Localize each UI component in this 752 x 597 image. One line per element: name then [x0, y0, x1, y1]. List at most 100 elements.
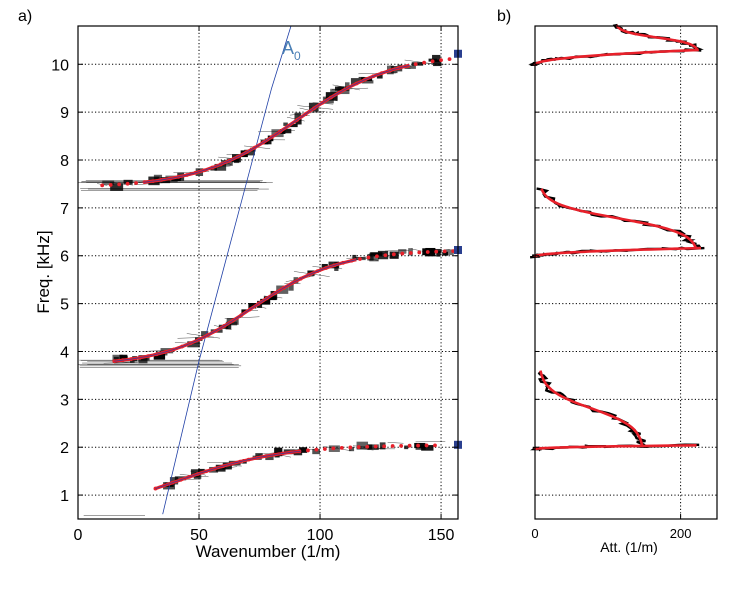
- chart-a-ticks: 0 50 100 150 1 2 3 4 5 6 7 8 9 10: [51, 26, 458, 544]
- y-tick-label: 10: [51, 57, 69, 74]
- measured-block: [187, 341, 200, 348]
- measured-block: [404, 445, 409, 450]
- chart-b-grid: [535, 26, 717, 519]
- y-tick-label: 2: [60, 440, 69, 457]
- measured-block: [214, 163, 227, 171]
- panel-a-label: a): [18, 8, 32, 25]
- measured-block: [294, 112, 302, 122]
- measured-streak: [332, 87, 369, 90]
- measured-streak: [224, 316, 260, 319]
- fit-point: [424, 443, 429, 448]
- x-tick-label: 150: [428, 527, 455, 544]
- fit-point: [383, 253, 388, 258]
- measured-block: [193, 473, 202, 479]
- measured-block: [255, 453, 263, 458]
- fit-point: [306, 448, 310, 453]
- x-tick-label: 0: [531, 526, 538, 541]
- measured-block: [201, 331, 209, 337]
- fit-point: [413, 62, 418, 67]
- fit-point: [322, 447, 327, 451]
- y-tick-label: 8: [60, 153, 69, 170]
- fit-point: [416, 443, 420, 448]
- measured-block: [376, 74, 383, 79]
- attenuation-fit: [540, 188, 698, 249]
- fit-point: [373, 444, 378, 449]
- measured-block: [356, 441, 369, 450]
- measured-block: [264, 138, 272, 145]
- fit-point: [407, 443, 412, 448]
- measured-streak: [263, 295, 283, 299]
- measured-block: [367, 444, 379, 451]
- measured-block: [244, 149, 255, 156]
- y-tick-label: 1: [60, 488, 69, 505]
- measured-streak: [248, 304, 267, 309]
- attenuation-fit: [539, 370, 644, 447]
- measured-streak: [323, 446, 352, 451]
- attenuation-fit: [615, 24, 699, 51]
- fit-point: [365, 444, 370, 449]
- measured-block: [404, 65, 416, 69]
- measured-block: [348, 446, 355, 452]
- measured-block: [283, 122, 288, 126]
- fit-point: [331, 446, 336, 451]
- measured-block: [153, 174, 163, 181]
- fit-point: [447, 57, 452, 62]
- measured-streak: [387, 442, 404, 444]
- chart-b-fit-curves: [533, 24, 702, 451]
- fit-point: [400, 251, 405, 256]
- measured-block: [330, 88, 342, 93]
- fit-point: [358, 257, 362, 261]
- y-tick-label: 5: [60, 297, 69, 314]
- fit-point: [434, 249, 439, 254]
- y-tick-label: 4: [60, 344, 69, 361]
- measured-block: [263, 296, 277, 301]
- measured-block: [282, 128, 292, 134]
- fit-point: [375, 254, 379, 259]
- fit-point: [422, 60, 427, 65]
- measured-block: [287, 123, 298, 128]
- fit-point: [430, 59, 435, 64]
- x-tick-label: 100: [307, 527, 334, 544]
- measured-block: [415, 446, 426, 450]
- fit-point: [399, 443, 404, 448]
- chart-a-measured-data: [78, 54, 454, 516]
- fit-point: [117, 182, 122, 187]
- model-curve: [114, 259, 357, 362]
- y-axis-label-a: Freq. [kHz]: [34, 230, 53, 313]
- measured-block: [377, 250, 389, 260]
- measured-block: [299, 447, 308, 453]
- fit-point: [134, 181, 138, 185]
- chart-a-frame: [77, 25, 459, 520]
- measured-block: [398, 249, 407, 254]
- x-axis-label-a: Wavenumber (1/m): [196, 542, 341, 561]
- measured-block: [443, 249, 454, 256]
- attenuation-fit: [533, 48, 699, 66]
- model-curve: [143, 65, 410, 183]
- fit-point: [348, 445, 353, 450]
- measured-block: [421, 445, 434, 451]
- chart-b-measured-data: [528, 23, 705, 452]
- chart-b-frame: [534, 25, 718, 520]
- panel-b-label: b): [497, 8, 511, 25]
- x-tick-label: 50: [190, 527, 208, 544]
- fit-point: [442, 249, 447, 254]
- fit-point: [417, 250, 422, 255]
- measured-block: [110, 183, 124, 191]
- fit-point: [439, 58, 443, 63]
- x-tick-label: 0: [74, 527, 83, 544]
- a0-label-main: A: [282, 38, 294, 58]
- fit-point: [108, 183, 113, 187]
- y-tick-label: 7: [60, 201, 69, 218]
- measured-block: [321, 263, 328, 268]
- fit-point: [125, 181, 130, 186]
- measured-block: [153, 353, 166, 360]
- chart-b: 0 200 Att. (1/m): [528, 23, 718, 555]
- measured-block: [432, 54, 441, 63]
- chart-b-ticks: 0 200: [531, 63, 691, 541]
- measured-block: [334, 262, 339, 271]
- measured-block: [112, 354, 123, 362]
- measured-block: [274, 447, 283, 457]
- measured-block: [288, 283, 294, 291]
